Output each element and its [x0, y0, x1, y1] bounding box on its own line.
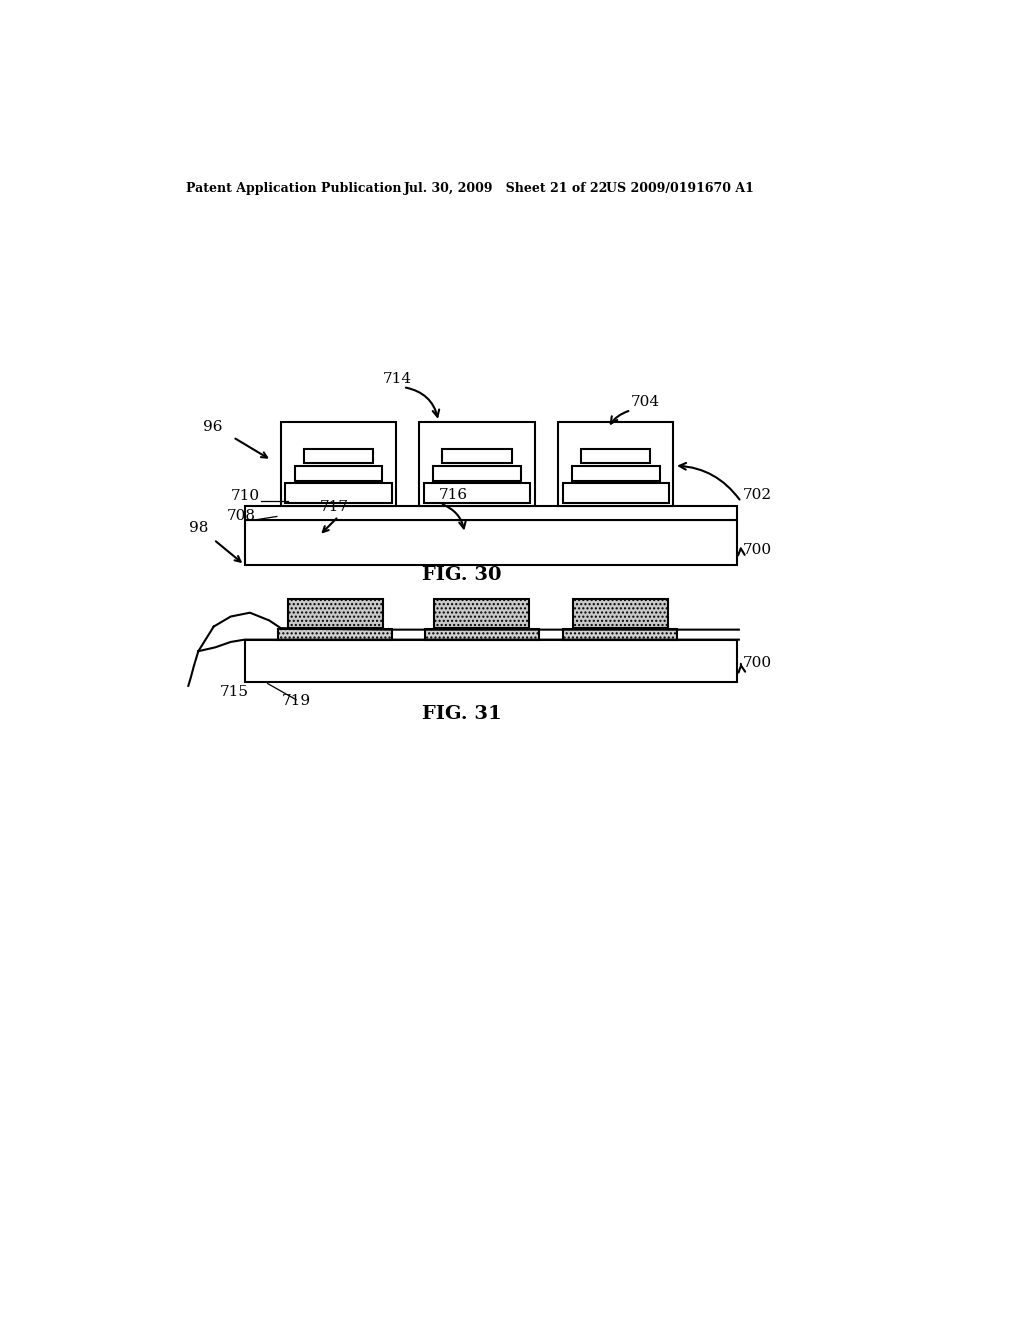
Text: 719: 719 — [282, 694, 310, 708]
Text: Jul. 30, 2009   Sheet 21 of 22: Jul. 30, 2009 Sheet 21 of 22 — [403, 182, 608, 194]
FancyArrowPatch shape — [442, 504, 466, 528]
Text: 700: 700 — [742, 656, 772, 669]
Text: 716: 716 — [438, 488, 468, 502]
Bar — [562, 483, 669, 503]
Text: 700: 700 — [742, 544, 772, 557]
Text: 98: 98 — [188, 521, 208, 535]
Bar — [442, 450, 512, 463]
Text: 96: 96 — [203, 420, 222, 434]
Text: 704: 704 — [631, 396, 660, 409]
Bar — [281, 422, 396, 507]
Bar — [434, 599, 529, 628]
Text: FIG. 31: FIG. 31 — [422, 705, 502, 723]
Text: 708: 708 — [227, 508, 256, 523]
Text: 702: 702 — [742, 488, 772, 502]
Text: Patent Application Publication: Patent Application Publication — [186, 182, 401, 194]
Bar — [425, 628, 539, 640]
Bar — [245, 520, 737, 565]
Bar — [286, 483, 391, 503]
Text: 714: 714 — [383, 372, 413, 387]
Bar — [245, 507, 737, 520]
Bar — [572, 599, 668, 628]
Bar — [563, 628, 677, 640]
Text: 715: 715 — [220, 685, 249, 698]
Bar — [433, 466, 521, 480]
Bar — [304, 450, 373, 463]
FancyArrowPatch shape — [679, 463, 739, 499]
Text: 710: 710 — [230, 488, 260, 503]
Bar — [581, 450, 650, 463]
Bar — [245, 640, 737, 682]
FancyArrowPatch shape — [738, 548, 744, 556]
Bar — [571, 466, 659, 480]
Text: 717: 717 — [321, 500, 349, 513]
Bar — [558, 422, 674, 507]
Bar — [288, 599, 383, 628]
Text: US 2009/0191670 A1: US 2009/0191670 A1 — [606, 182, 755, 194]
Bar — [295, 466, 382, 480]
FancyArrowPatch shape — [406, 388, 439, 417]
Bar — [419, 422, 535, 507]
Bar — [424, 483, 530, 503]
Bar — [279, 628, 392, 640]
Text: FIG. 30: FIG. 30 — [422, 565, 502, 583]
FancyArrowPatch shape — [738, 664, 745, 672]
FancyArrowPatch shape — [610, 411, 629, 424]
